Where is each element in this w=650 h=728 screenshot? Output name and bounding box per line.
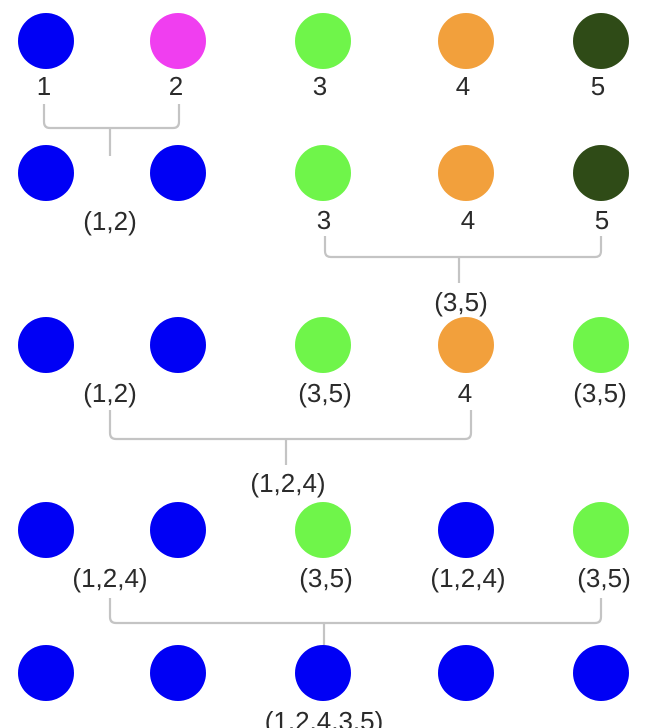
node-label-r1-c2: 2 xyxy=(169,71,183,101)
merge-bracket-r1 xyxy=(42,104,181,156)
node-r3-c4 xyxy=(438,317,494,373)
diagram-row-1: 1 2 3 4 5 xyxy=(18,13,629,156)
node-label-r1-c4: 4 xyxy=(456,71,470,101)
node-label-r3-c5: (3,5) xyxy=(573,378,626,408)
node-r1-c5 xyxy=(573,13,629,69)
node-label-r3-c3: (3,5) xyxy=(298,378,351,408)
node-label-r2-c3: 3 xyxy=(317,205,331,235)
node-r5-c5 xyxy=(573,645,629,701)
node-r4-c1 xyxy=(18,502,74,558)
node-label-r5-c3: (1,2,4,3,5) xyxy=(265,706,384,728)
node-r3-c2 xyxy=(150,317,206,373)
diagram-row-5: (1,2,4,3,5) xyxy=(18,645,629,728)
node-label-r4-c4: (1,2,4) xyxy=(430,563,505,593)
merge-label-r2: (3,5) xyxy=(434,287,487,317)
node-r2-c5 xyxy=(573,145,629,201)
node-r5-c4 xyxy=(438,645,494,701)
merge-bracket-r3 xyxy=(108,410,473,465)
node-r2-c4 xyxy=(438,145,494,201)
node-r4-c2 xyxy=(150,502,206,558)
diagram-row-4: (3,5) (1,2,4) (3,5) (1,2,4) xyxy=(18,502,631,645)
node-r1-c3 xyxy=(295,13,351,69)
node-r5-c1 xyxy=(18,645,74,701)
node-label-r1-c1: 1 xyxy=(37,71,51,101)
node-r3-c3 xyxy=(295,317,351,373)
group-label-r4: (1,2,4) xyxy=(72,563,147,593)
group-label-r2: (1,2) xyxy=(83,206,136,236)
merge-bracket-r2 xyxy=(323,236,603,283)
node-r5-c2 xyxy=(150,645,206,701)
node-r1-c4 xyxy=(438,13,494,69)
node-r4-c3 xyxy=(295,502,351,558)
node-r3-c5 xyxy=(573,317,629,373)
node-r3-c1 xyxy=(18,317,74,373)
node-label-r1-c5: 5 xyxy=(591,71,605,101)
node-r2-c3 xyxy=(295,145,351,201)
diagram-row-3: (1,2) (3,5) 4 (3,5) (1,2,4) xyxy=(18,317,629,498)
merge-label-r3: (1,2,4) xyxy=(250,468,325,498)
node-r4-c5 xyxy=(573,502,629,558)
node-label-r4-c5: (3,5) xyxy=(577,563,630,593)
diagram-row-2: 3 4 5 (1,2) (3,5) xyxy=(18,145,629,317)
node-r5-c3 xyxy=(295,645,351,701)
node-r4-c4 xyxy=(438,502,494,558)
node-label-r1-c3: 3 xyxy=(313,71,327,101)
node-r2-c1 xyxy=(18,145,74,201)
node-label-r3-c4: 4 xyxy=(458,378,472,408)
node-label-r3-c1: (1,2) xyxy=(83,378,136,408)
node-label-r2-c5: 5 xyxy=(595,205,609,235)
node-label-r2-c4: 4 xyxy=(461,205,475,235)
node-r1-c2 xyxy=(150,13,206,69)
node-r1-c1 xyxy=(18,13,74,69)
node-label-r4-c3: (3,5) xyxy=(299,563,352,593)
node-r2-c2 xyxy=(150,145,206,201)
merge-bracket-r4 xyxy=(108,598,603,645)
